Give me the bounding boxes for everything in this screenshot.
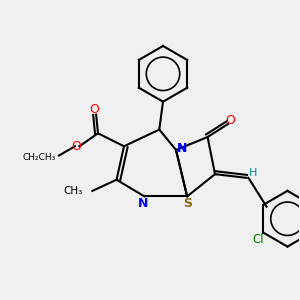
Text: CH₃: CH₃ <box>64 186 83 196</box>
Text: N: N <box>176 142 187 154</box>
Text: N: N <box>137 196 148 210</box>
Text: S: S <box>183 197 192 210</box>
Text: O: O <box>89 103 99 116</box>
Text: H: H <box>249 168 257 178</box>
Text: O: O <box>225 114 235 127</box>
Text: O: O <box>71 140 81 153</box>
Text: CH₂CH₃: CH₂CH₃ <box>22 153 55 162</box>
Text: Cl: Cl <box>252 233 264 246</box>
